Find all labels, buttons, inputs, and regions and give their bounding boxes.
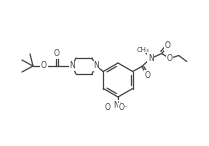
Text: O⁻: O⁻ bbox=[119, 104, 129, 113]
Text: N: N bbox=[93, 61, 99, 71]
Text: N⁺: N⁺ bbox=[113, 100, 123, 110]
Text: O: O bbox=[105, 104, 111, 113]
Text: O: O bbox=[165, 41, 171, 50]
Text: O: O bbox=[54, 49, 60, 59]
Text: N: N bbox=[148, 54, 154, 63]
Text: N: N bbox=[69, 61, 75, 71]
Text: O: O bbox=[41, 61, 47, 71]
Text: O: O bbox=[167, 54, 173, 63]
Text: CH₃: CH₃ bbox=[136, 46, 149, 53]
Text: O: O bbox=[145, 71, 151, 80]
